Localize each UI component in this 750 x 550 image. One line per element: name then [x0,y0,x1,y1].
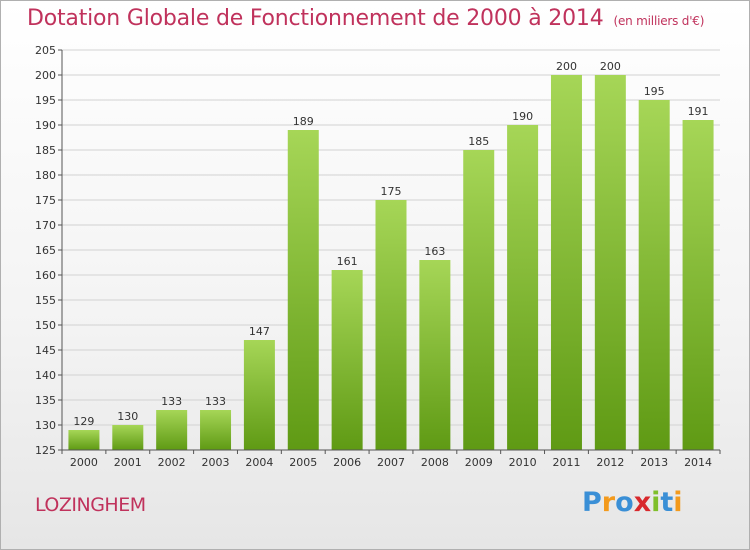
x-tick-label: 2004 [245,456,273,469]
x-axis: 2000 2001 2002 2003 2004 2005 2006 2007 2008 2009… [61,449,721,469]
x-tick-label: 2001 [114,456,142,469]
data-label-2012: 200 [600,60,621,73]
data-label-2006: 161 [337,255,358,268]
bar-2004 [243,340,275,450]
data-label-2004: 147 [249,325,270,338]
bar-2008 [419,260,451,450]
bar-2011 [550,75,582,450]
bar-2012 [594,75,626,450]
bar-2007 [375,200,407,450]
data-label-2013: 195 [644,85,665,98]
y-tick-label: 160 [35,269,56,282]
x-tick-label: 2003 [202,456,230,469]
y-tick-label: 205 [35,44,56,57]
bars: 129 130 133 133 147 189 161 175 163 185 190 200 200 1… [68,60,714,450]
bar-2014 [682,120,714,450]
logo-letter: i [651,487,661,518]
y-tick-label: 140 [35,369,56,382]
y-tick-label: 130 [35,419,56,432]
bar-2001 [112,425,144,450]
y-tick-label: 155 [35,294,56,307]
data-label-2009: 185 [468,135,489,148]
bar-2010 [507,125,539,450]
x-tick-label: 2008 [421,456,449,469]
y-tick-label: 175 [35,194,56,207]
x-tick-label: 2013 [640,456,668,469]
data-label-2001: 130 [117,410,138,423]
data-label-2007: 175 [381,185,402,198]
proxiti-logo: Proxiti [582,487,683,518]
bar-2002 [156,410,188,450]
x-tick-label: 2011 [552,456,580,469]
logo-letter: t [660,487,674,518]
data-label-2002: 133 [161,395,182,408]
logo-letter: o [615,487,634,518]
y-tick-label: 165 [35,244,56,257]
data-label-2010: 190 [512,110,533,123]
logo-letter: r [601,487,616,518]
y-tick-label: 135 [35,394,56,407]
data-label-2005: 189 [293,115,314,128]
data-label-2003: 133 [205,395,226,408]
y-tick-label: 200 [35,69,56,82]
y-tick-label: 125 [35,444,56,457]
y-tick-label: 180 [35,169,56,182]
y-tick-label: 145 [35,344,56,357]
logo-letter: x [633,487,652,518]
y-tick-label: 170 [35,219,56,232]
x-tick-label: 2010 [509,456,537,469]
x-tick-label: 2014 [684,456,712,469]
y-tick-label: 150 [35,319,56,332]
x-tick-label: 2006 [333,456,361,469]
chart-subtitle: (en milliers d'€) [613,14,705,28]
bar-2000 [68,430,100,450]
bar-2009 [463,150,495,450]
logo-letter: P [582,487,602,518]
data-label-2008: 163 [424,245,445,258]
data-label-2014: 191 [688,105,709,118]
x-tick-label: 2007 [377,456,405,469]
y-tick-label: 185 [35,144,56,157]
x-tick-label: 2012 [596,456,624,469]
logo-letter: i [673,487,683,518]
chart-title-text: Dotation Globale de Fonctionnement de 20… [27,6,604,31]
bar-2005 [287,130,319,450]
y-tick-label: 195 [35,94,56,107]
bar-2003 [200,410,232,450]
x-tick-label: 2000 [70,456,98,469]
chart-title: Dotation Globale de Fonctionnement de 20… [27,6,704,31]
data-label-2011: 200 [556,60,577,73]
x-tick-label: 2005 [289,456,317,469]
x-tick-label: 2002 [158,456,186,469]
x-tick-label: 2009 [465,456,493,469]
bar-2006 [331,270,363,450]
y-tick-label: 190 [35,119,56,132]
data-label-2000: 129 [73,415,94,428]
y-axis: 125 130 135 140 145 150 155 160 165 170 175 180 185 1… [35,44,63,457]
commune-name: LOZINGHEM [35,494,146,516]
bar-2013 [638,100,670,450]
